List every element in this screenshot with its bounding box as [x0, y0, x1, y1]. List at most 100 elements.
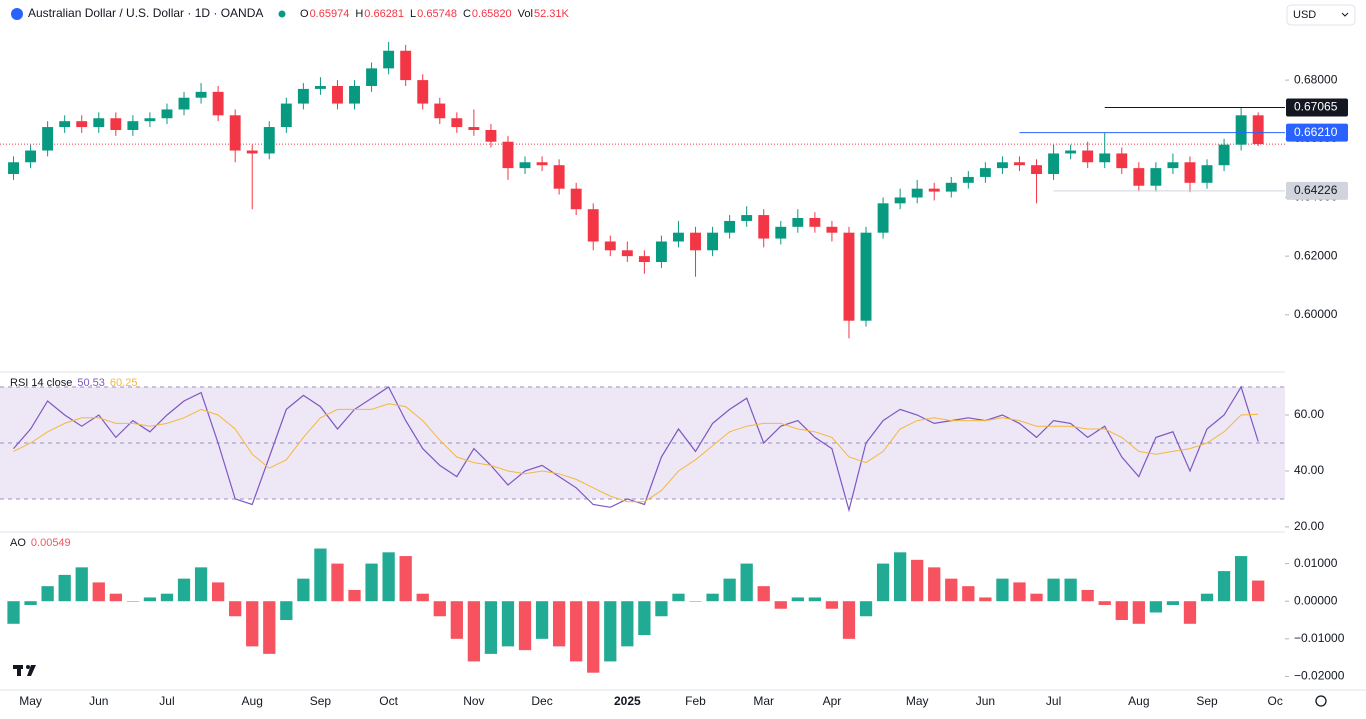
indicator-value: 0.00549 — [31, 537, 71, 549]
candle-body — [1252, 115, 1264, 145]
candle-body — [144, 118, 156, 122]
symbol-title: Australian Dollar / U.S. Dollar · 1D · O… — [28, 6, 263, 20]
settings-icon[interactable] — [1315, 695, 1327, 707]
ao-bar — [41, 586, 54, 602]
candle-body — [1065, 150, 1077, 154]
candle-body — [161, 109, 173, 119]
tv-logo[interactable] — [13, 665, 36, 676]
candle-body — [877, 203, 889, 233]
ao-bar — [689, 601, 702, 602]
level-label-bg — [1286, 123, 1348, 142]
candle-body — [1235, 115, 1247, 145]
x-tick-label: Jun — [976, 694, 995, 708]
candle-body — [945, 182, 957, 192]
candle-body — [229, 115, 241, 151]
indicator-value: 60.25 — [110, 377, 138, 389]
x-tick-label: Oct — [379, 694, 398, 708]
ohlc-name: H — [355, 8, 363, 20]
currency-select[interactable] — [1286, 4, 1356, 26]
ao-bar — [859, 601, 873, 617]
candle-body — [417, 80, 429, 104]
ao-bar — [604, 601, 617, 662]
ao-bar — [484, 601, 498, 654]
market-status[interactable] — [278, 10, 286, 18]
ao-bar — [450, 601, 463, 639]
ao-bar — [996, 578, 1009, 602]
x-tick-label: Aug — [1128, 694, 1149, 708]
candle-body — [485, 129, 497, 142]
indicator-value: 50.53 — [77, 377, 105, 389]
ao-bar — [1183, 601, 1197, 624]
ao-bar — [740, 563, 753, 602]
level-label: 0.67065 — [1294, 100, 1338, 114]
ao-bar — [501, 601, 515, 647]
ao-bar — [1030, 593, 1043, 602]
candle-body — [604, 241, 616, 251]
level-label: 0.66210 — [1294, 125, 1338, 139]
candle-body — [400, 50, 412, 81]
indicator-title: AO — [10, 537, 26, 549]
ao-bar — [672, 593, 685, 602]
candle-body — [178, 97, 190, 110]
candle-body — [59, 121, 71, 128]
ohlc-name: O — [300, 8, 309, 20]
candle-body — [1116, 153, 1128, 169]
candle-body — [25, 150, 37, 163]
ao-bar — [126, 601, 140, 602]
y-tick-label: 0.01000 — [1294, 556, 1338, 570]
ao-bar — [1166, 601, 1180, 605]
ao-bar — [7, 601, 20, 624]
candle-body — [451, 118, 463, 128]
candle-body — [621, 250, 633, 257]
candle-body — [894, 197, 906, 204]
candle-body — [826, 226, 838, 233]
candle-body — [775, 226, 787, 239]
ao-bar — [1132, 601, 1145, 624]
candle-body — [1167, 162, 1179, 169]
x-tick-label: Oc — [1268, 694, 1283, 708]
ao-bar — [655, 601, 668, 617]
ao-bar — [791, 597, 804, 602]
logo-part — [27, 665, 36, 676]
candle-body — [1184, 162, 1196, 183]
candle-body — [110, 118, 122, 130]
candle-body — [928, 188, 940, 192]
y-tick-label: 20.00 — [1294, 519, 1324, 533]
ao-bar — [774, 601, 787, 609]
y-tick-label: 0.60000 — [1294, 307, 1338, 321]
candle-body — [127, 121, 139, 130]
ao-bar — [535, 601, 549, 639]
ao-bar — [1200, 593, 1214, 602]
ao-bar — [1098, 601, 1111, 605]
candle-body — [1031, 165, 1042, 174]
candle-body — [93, 118, 105, 128]
candle-body — [536, 162, 548, 166]
candle-body — [570, 188, 582, 210]
candle-body — [195, 91, 207, 98]
x-tick-label: May — [19, 694, 42, 708]
ao-bar — [1115, 601, 1128, 621]
ao-bar — [297, 578, 310, 602]
ao-bar — [638, 601, 651, 636]
ao-bar — [399, 556, 412, 602]
level-label-bg — [1286, 98, 1348, 117]
ao-bar — [416, 593, 429, 602]
candle-body — [246, 150, 258, 154]
ao-bar — [75, 567, 88, 602]
candle-body — [383, 50, 395, 69]
ao-bar — [382, 552, 395, 602]
candle-body — [263, 127, 275, 154]
ao-bar — [808, 597, 822, 602]
ohlc-name: Vol — [518, 8, 533, 20]
candle-body — [297, 88, 309, 104]
ohlc-value: 0.65820 — [472, 8, 512, 20]
candle-body — [553, 165, 565, 189]
y-tick-label: 0.62000 — [1294, 248, 1338, 262]
dropdown-arrow — [1341, 12, 1349, 17]
x-tick-label: Jul — [159, 694, 174, 708]
candle-body — [280, 103, 292, 128]
candle-body — [741, 215, 753, 221]
candle-body — [332, 85, 343, 104]
x-tick-label: Mar — [753, 694, 774, 708]
candle-body — [349, 85, 360, 104]
